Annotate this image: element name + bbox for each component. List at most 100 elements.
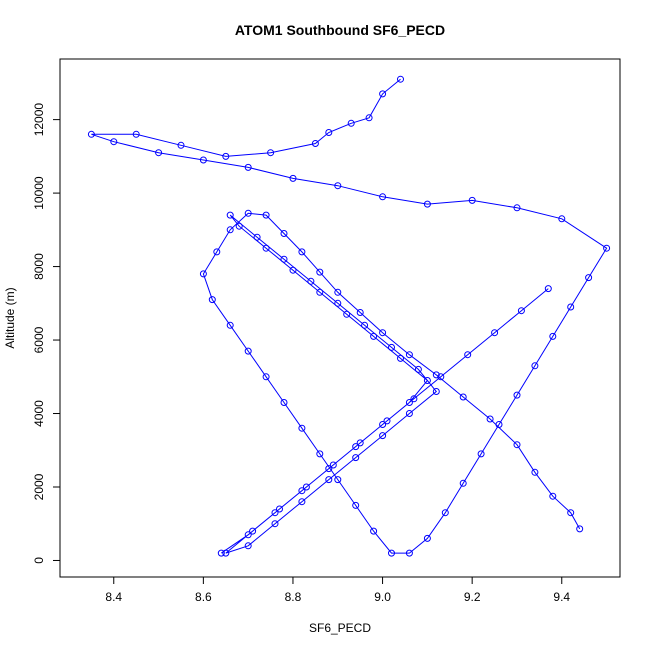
data-point bbox=[244, 531, 252, 539]
data-point bbox=[298, 248, 306, 256]
data-point bbox=[459, 393, 467, 401]
data-point bbox=[423, 200, 431, 208]
data-point bbox=[517, 307, 525, 315]
x-tick-label: 9.4 bbox=[553, 590, 570, 604]
data-point bbox=[289, 266, 297, 274]
data-point bbox=[370, 332, 378, 340]
data-point bbox=[226, 226, 234, 234]
data-point bbox=[459, 479, 467, 487]
data-point bbox=[352, 454, 360, 462]
data-point bbox=[177, 141, 185, 149]
data-point bbox=[289, 174, 297, 182]
data-point bbox=[262, 211, 270, 219]
data-point bbox=[280, 230, 288, 237]
data-point bbox=[379, 432, 387, 440]
data-point bbox=[468, 196, 476, 204]
data-point bbox=[432, 388, 440, 395]
data-point bbox=[352, 443, 360, 451]
data-point bbox=[379, 90, 387, 98]
data-point bbox=[423, 377, 431, 384]
series-line bbox=[221, 214, 549, 554]
y-tick-label: 10000 bbox=[32, 176, 46, 210]
data-point bbox=[356, 309, 364, 316]
data-point bbox=[280, 255, 288, 263]
data-point bbox=[235, 222, 243, 230]
data-point bbox=[379, 193, 387, 201]
data-point bbox=[271, 509, 279, 517]
data-point bbox=[307, 277, 315, 285]
y-tick-label: 12000 bbox=[32, 103, 46, 137]
data-point bbox=[334, 182, 342, 190]
data-point bbox=[208, 296, 216, 304]
data-point bbox=[276, 505, 283, 513]
y-tick-label: 6000 bbox=[32, 326, 46, 353]
data-point bbox=[244, 163, 252, 171]
x-axis-label: SF6_PECD bbox=[309, 621, 371, 635]
data-point bbox=[405, 351, 413, 359]
data-point bbox=[334, 476, 342, 484]
data-point bbox=[531, 468, 539, 476]
data-point bbox=[262, 373, 270, 381]
data-point bbox=[347, 119, 355, 127]
data-point bbox=[464, 351, 472, 359]
data-point bbox=[423, 534, 431, 542]
data-point bbox=[329, 461, 337, 469]
data-point bbox=[226, 211, 234, 219]
data-point bbox=[495, 421, 503, 428]
data-point bbox=[316, 450, 324, 458]
y-tick-label: 8000 bbox=[32, 253, 46, 280]
data-point bbox=[576, 525, 584, 533]
data-point bbox=[249, 527, 257, 535]
data-point bbox=[110, 138, 118, 146]
data-point bbox=[325, 476, 333, 484]
data-point bbox=[477, 450, 485, 458]
data-point bbox=[302, 483, 310, 491]
data-point bbox=[226, 321, 234, 329]
data-point bbox=[316, 288, 324, 296]
data-point bbox=[334, 299, 342, 307]
data-point bbox=[334, 288, 342, 296]
x-tick-label: 9.2 bbox=[464, 590, 481, 604]
data-point bbox=[370, 527, 378, 535]
data-point bbox=[155, 149, 163, 157]
data-point bbox=[567, 303, 575, 311]
data-point bbox=[87, 130, 95, 138]
data-point bbox=[544, 285, 552, 293]
data-point bbox=[549, 492, 557, 500]
data-point bbox=[397, 354, 404, 362]
series-line bbox=[91, 78, 608, 554]
data-point bbox=[267, 149, 275, 157]
data-point bbox=[325, 465, 333, 473]
data-point bbox=[513, 204, 521, 212]
data-point bbox=[585, 274, 593, 282]
data-point bbox=[383, 417, 391, 425]
data-point bbox=[405, 399, 413, 406]
chart-title: ATOM1 Southbound SF6_PECD bbox=[235, 22, 445, 38]
data-point bbox=[558, 215, 566, 223]
data-point bbox=[271, 520, 279, 528]
data-point bbox=[222, 152, 230, 160]
data-point bbox=[414, 365, 422, 373]
y-axis-label: Altitude (m) bbox=[3, 287, 17, 348]
data-point bbox=[388, 549, 395, 557]
data-point bbox=[217, 549, 225, 557]
x-axis: 8.4 8.6 8.8 9.0 9.2 9.4 bbox=[105, 576, 570, 604]
data-point bbox=[244, 209, 252, 217]
data-point bbox=[603, 244, 611, 252]
data-point bbox=[513, 441, 521, 449]
data-point bbox=[432, 371, 440, 379]
x-tick-label: 9.0 bbox=[374, 590, 391, 604]
data-point bbox=[397, 75, 404, 83]
data-point bbox=[316, 268, 324, 276]
data-point bbox=[244, 347, 252, 355]
data-point bbox=[298, 487, 306, 495]
data-point bbox=[298, 424, 306, 432]
data-point bbox=[486, 415, 494, 423]
data-point bbox=[213, 248, 221, 256]
data-point bbox=[437, 373, 445, 381]
data-point bbox=[361, 321, 369, 329]
data-point bbox=[311, 140, 319, 147]
y-tick-label: 4000 bbox=[32, 400, 46, 427]
